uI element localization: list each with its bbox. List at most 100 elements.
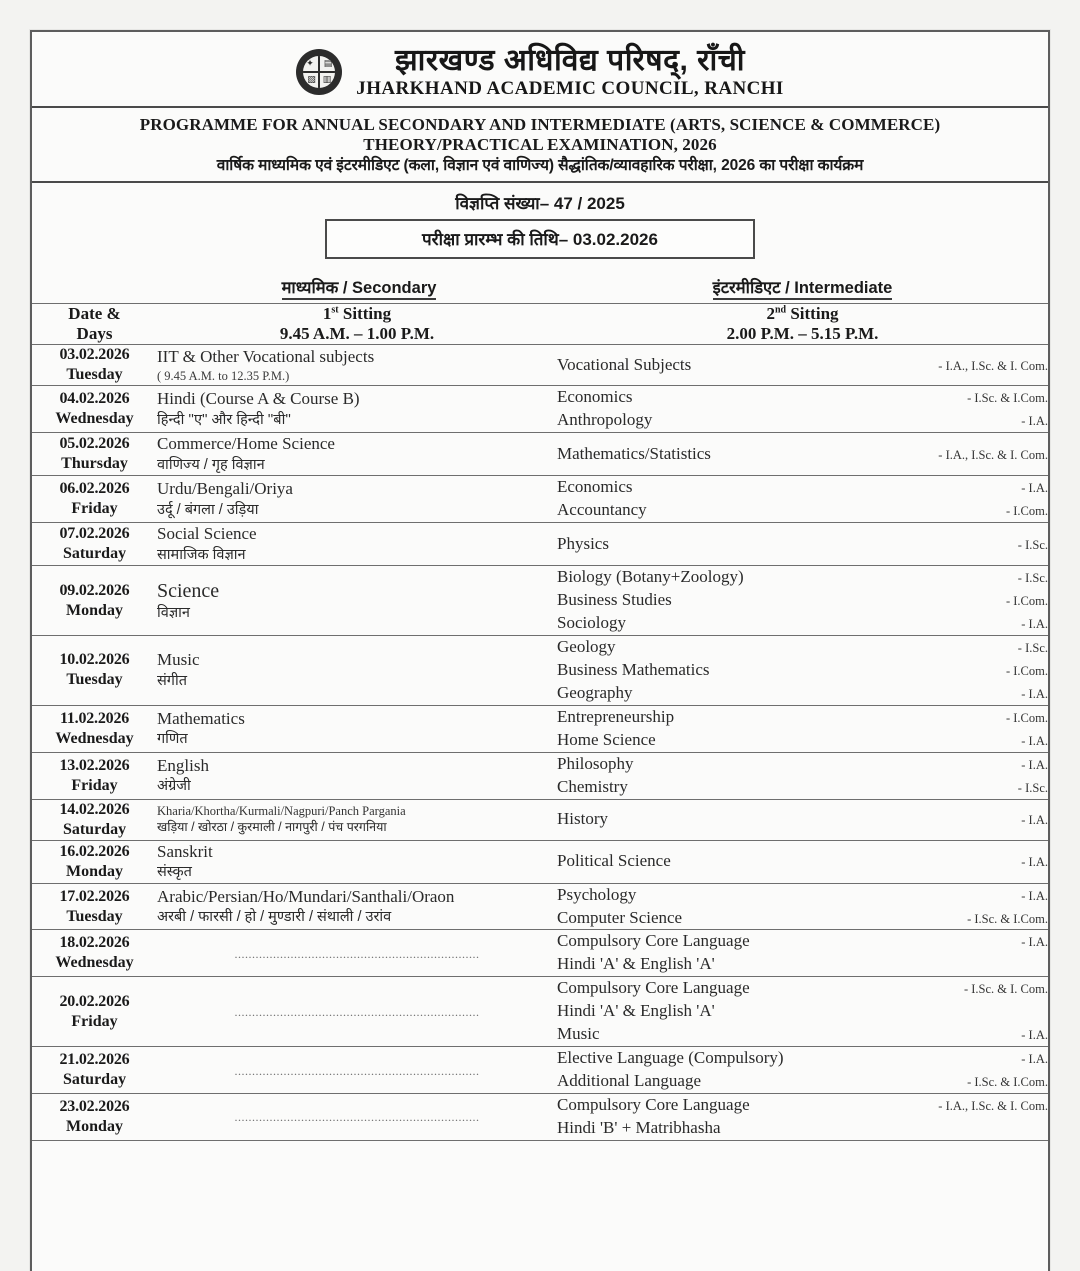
secondary-subject-hindi: सामाजिक विज्ञान <box>157 546 246 563</box>
cell-date: 18.02.2026 Wednesday <box>32 929 157 978</box>
intermediate-subject-name: Elective Language (Compulsory) <box>557 1048 784 1068</box>
cell-date: 20.02.2026 Friday <box>32 976 157 1048</box>
secondary-subject-english: Social Science <box>157 524 257 544</box>
table-row: 23.02.2026 Monday........................… <box>32 1093 1048 1141</box>
intermediate-subject-name: Hindi 'A' & English 'A' <box>557 954 715 974</box>
intermediate-subject-name: Additional Language <box>557 1071 701 1091</box>
intermediate-subject-line: Music - I.A. <box>557 1023 1048 1046</box>
intermediate-stream-label: - I.A. <box>1021 1052 1048 1067</box>
secondary-subject-hindi: अंग्रेजी <box>157 778 191 795</box>
cell-secondary-subject: Science विज्ञान <box>157 565 557 637</box>
exam-day: Friday <box>71 1012 118 1030</box>
exam-date: 13.02.2026 <box>59 756 130 774</box>
exam-schedule-document: ✦ ▤ ▧ ▥ झारखण्ड अधिविद्य परिषद्, राँची J… <box>30 30 1050 1271</box>
intermediate-stream-label: - I.Sc. & I.Com. <box>967 391 1048 406</box>
cell-date: 17.02.2026 Tuesday <box>32 882 157 931</box>
exam-day: Wednesday <box>55 954 134 972</box>
intermediate-subject-name: Economics <box>557 387 633 407</box>
masthead: ✦ ▤ ▧ ▥ झारखण्ड अधिविद्य परिषद्, राँची J… <box>32 32 1048 108</box>
intermediate-subject-line: Economics - I.Sc. & I.Com. <box>557 386 1048 409</box>
cell-intermediate-subject: Economics - I.Sc. & I.Com. Anthropology - I… <box>557 385 1048 434</box>
intermediate-stream-label: - I.A. <box>1021 617 1048 632</box>
intermediate-stream-label: - I.A., I.Sc. & I. Com. <box>938 447 1048 462</box>
intermediate-subject-line: Economics - I.A. <box>557 476 1048 499</box>
cell-date: 05.02.2026 Thursday <box>32 432 157 477</box>
exam-day: Wednesday <box>55 729 134 747</box>
column-header-date-line1: Date & <box>68 303 121 323</box>
cell-intermediate-subject: Elective Language (Compulsory) - I.A. Addi… <box>557 1046 1048 1095</box>
exam-day: Saturday <box>62 820 127 838</box>
intermediate-subject-name: Hindi 'B' + Matribhasha <box>557 1117 721 1137</box>
jac-emblem-logo-icon: ✦ ▤ ▧ ▥ <box>296 49 343 95</box>
cell-intermediate-subject: History - I.A. <box>557 798 1048 841</box>
table-row: 03.02.2026 Tuesday IIT & Other Vocational … <box>32 344 1048 387</box>
first-sitting-time: 9.45 A.M. – 1.00 P.M. <box>279 324 435 344</box>
intermediate-subject-line: Physics - I.Sc. <box>557 533 1048 556</box>
stream-header-secondary: माध्यमिक / Secondary <box>159 275 559 300</box>
intermediate-subject-line: Hindi 'A' & English 'A'- <box>557 1000 1048 1023</box>
exam-day: Friday <box>71 500 118 518</box>
intermediate-stream-label: - I.A., I.Sc. & I. Com. <box>938 359 1048 373</box>
table-row: 13.02.2026 Friday English अंग्रेजी Philosoph… <box>32 751 1048 800</box>
intermediate-subject-name: Entrepreneurship <box>557 706 675 726</box>
intermediate-subject-line: Compulsory Core Language - I.A. <box>557 930 1048 953</box>
intermediate-subject-line: Vocational Subjects - I.A., I.Sc. & I. Co… <box>557 354 1048 377</box>
intermediate-subject-name: Geology <box>557 637 616 657</box>
column-header-first-sitting: 1st Sitting 9.45 A.M. – 1.00 P.M. <box>157 302 557 346</box>
secondary-subject-english: Urdu/Bengali/Oriya <box>157 479 293 499</box>
exam-day: Tuesday <box>66 907 123 925</box>
exam-date: 09.02.2026 <box>59 581 130 599</box>
intermediate-subject-line: Psychology - I.A. <box>557 884 1048 907</box>
exam-date: 05.02.2026 <box>59 435 130 453</box>
intermediate-subject-name: Philosophy <box>557 753 634 773</box>
intermediate-stream-label: - I.Com. <box>1005 663 1048 678</box>
cell-intermediate-subject: Political Science - I.A. <box>557 839 1048 884</box>
intermediate-stream-label: - I.Com. <box>1005 594 1048 609</box>
exam-day: Friday <box>71 776 118 794</box>
secondary-subject-hindi: विज्ञान <box>157 605 190 622</box>
table-row: 05.02.2026 Thursday Commerce/Home Science व… <box>32 432 1048 477</box>
cell-intermediate-subject: Compulsory Core Language - I.A. Hindi 'A' … <box>557 929 1048 978</box>
second-sitting-title: 2nd Sitting <box>766 303 839 323</box>
exam-date: 03.02.2026 <box>59 346 130 364</box>
banner-line-1: PROGRAMME FOR ANNUAL SECONDARY AND INTER… <box>139 115 941 134</box>
cell-date: 13.02.2026 Friday <box>32 751 157 800</box>
intermediate-stream-label: - I.A. <box>1021 414 1048 429</box>
cell-intermediate-subject: Mathematics/Statistics - I.A., I.Sc. & I.… <box>557 432 1048 477</box>
exam-day: Thursday <box>61 455 128 473</box>
stream-header-intermediate-label: इंटरमीडिएट / Intermediate <box>712 278 893 300</box>
table-row: 06.02.2026 Friday Urdu/Bengali/Oriya उर्दू … <box>32 475 1048 524</box>
table-header-row: Date & Days 1st Sitting 9.45 A.M. – 1.00… <box>32 302 1048 346</box>
cell-intermediate-subject: Vocational Subjects - I.A., I.Sc. & I. Co… <box>557 344 1048 387</box>
secondary-subject-english: Arabic/Persian/Ho/Mundari/Santhali/Oraon <box>157 886 455 906</box>
intermediate-subject-line: Hindi 'A' & English 'A'- <box>557 953 1048 976</box>
table-row: 14.02.2026 Saturday Kharia/Khortha/Kurmali… <box>32 798 1048 841</box>
intermediate-subject-line: Hindi 'B' + Matribhasha- <box>557 1117 1048 1140</box>
cell-secondary-subject: ........................................… <box>157 1046 557 1095</box>
stream-header-intermediate: इंटरमीडिएट / Intermediate <box>559 275 1046 300</box>
table-row: 04.02.2026 Wednesday Hindi (Course A & Cou… <box>32 385 1048 434</box>
intermediate-subject-line: Entrepreneurship - I.Com. <box>557 706 1048 729</box>
intermediate-subject-name: Accountancy <box>557 500 647 520</box>
intermediate-subject-line: Anthropology - I.A. <box>557 409 1048 432</box>
cell-intermediate-subject: Economics - I.A. Accountancy - I.Com. <box>557 475 1048 524</box>
intermediate-subject-name: Compulsory Core Language <box>557 978 750 998</box>
table-row: 16.02.2026 Monday Sanskrit संस्कृत Political… <box>32 839 1048 884</box>
intermediate-subject-line: Geology - I.Sc. <box>557 636 1048 659</box>
intermediate-subject-name: Psychology <box>557 884 637 904</box>
secondary-subject-english: IIT & Other Vocational subjects <box>157 346 375 366</box>
table-row: 10.02.2026 Tuesday Music संगीत Geology - I.Sc… <box>32 635 1048 706</box>
intermediate-subject-line: Accountancy - I.Com. <box>557 499 1048 522</box>
intermediate-subject-name: History <box>557 809 608 829</box>
cell-secondary-subject: ........................................… <box>157 976 557 1048</box>
cell-intermediate-subject: Physics - I.Sc. <box>557 522 1048 567</box>
intermediate-subject-line: Political Science - I.A. <box>557 850 1048 873</box>
exam-date: 14.02.2026 <box>59 800 130 818</box>
intermediate-stream-label: - I.A. <box>1021 733 1048 748</box>
cell-intermediate-subject: Psychology - I.A. Computer Science - I.Sc. … <box>557 882 1048 931</box>
cell-intermediate-subject: Compulsory Core Language - I.A., I.Sc. & … <box>557 1093 1048 1141</box>
intermediate-stream-label: - I.Sc. & I. Com. <box>963 982 1048 997</box>
exam-date: 20.02.2026 <box>59 992 130 1010</box>
secondary-subject-english: Mathematics <box>157 708 245 728</box>
